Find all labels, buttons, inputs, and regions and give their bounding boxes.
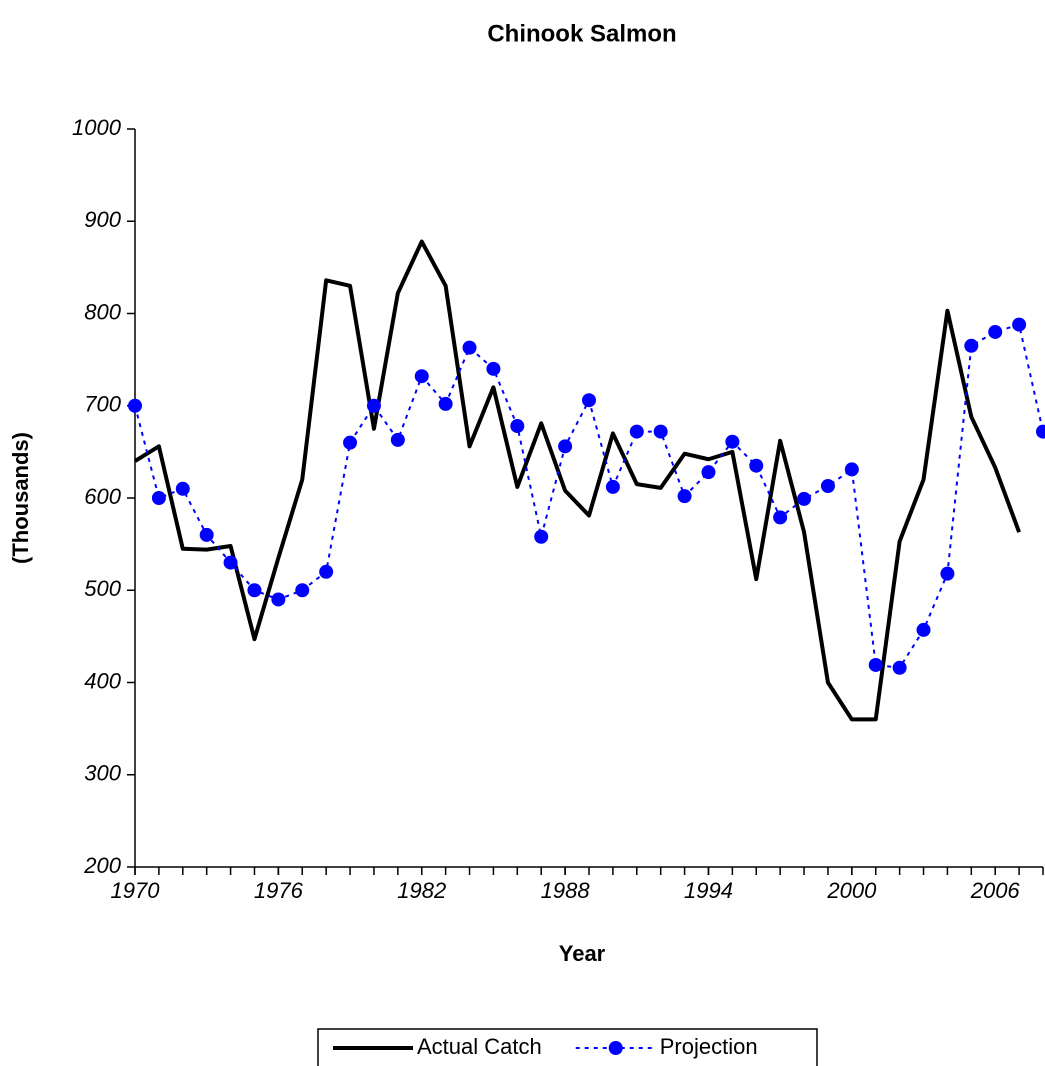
x-tick-label: 1988 xyxy=(541,878,591,903)
legend-marker xyxy=(608,1041,623,1055)
data-point xyxy=(486,361,501,376)
y-tick-label: 800 xyxy=(84,299,121,324)
x-tick-label: 1976 xyxy=(254,878,304,903)
data-point xyxy=(151,491,166,505)
data-point xyxy=(582,393,596,408)
data-point xyxy=(653,424,668,439)
x-tick-label: 1970 xyxy=(111,878,161,903)
data-point xyxy=(1036,424,1045,439)
y-tick-label: 500 xyxy=(84,576,121,601)
data-point xyxy=(295,583,310,598)
data-point xyxy=(916,622,931,637)
y-tick-label: 200 xyxy=(83,853,121,878)
chart-title: Chinook Salmon xyxy=(487,20,676,47)
data-point xyxy=(605,479,620,494)
data-point xyxy=(223,555,238,570)
data-point xyxy=(390,432,405,447)
data-point xyxy=(534,529,549,544)
data-point xyxy=(438,396,453,411)
y-tick-label: 400 xyxy=(84,668,121,693)
y-tick-label: 900 xyxy=(84,207,121,232)
data-point xyxy=(271,592,286,607)
data-point xyxy=(988,324,1003,339)
data-point xyxy=(844,462,859,477)
series-line xyxy=(133,239,1021,722)
data-point xyxy=(128,398,142,413)
x-tick-label: 1982 xyxy=(397,878,446,903)
data-point xyxy=(414,369,429,384)
data-point xyxy=(749,458,764,473)
x-tick-label: 1994 xyxy=(684,878,733,903)
data-point xyxy=(820,479,835,494)
x-tick-label: 2000 xyxy=(826,878,877,903)
data-point xyxy=(1012,317,1027,332)
data-point xyxy=(366,398,381,413)
data-point xyxy=(462,340,477,355)
data-point xyxy=(892,660,907,675)
data-point xyxy=(701,465,716,480)
data-point xyxy=(629,424,644,439)
data-point xyxy=(940,566,955,581)
data-point xyxy=(677,489,692,504)
x-tick-label: 2006 xyxy=(970,878,1021,903)
data-point xyxy=(247,583,262,598)
data-point xyxy=(319,564,334,579)
data-point xyxy=(175,481,190,496)
series-line xyxy=(134,323,1044,669)
x-axis-label: Year xyxy=(559,941,606,966)
y-tick-label: 700 xyxy=(84,392,121,417)
data-point xyxy=(868,657,883,672)
data-point xyxy=(343,435,358,450)
data-point xyxy=(510,419,525,434)
data-point xyxy=(725,434,740,449)
y-tick-label: 600 xyxy=(84,484,121,509)
data-point xyxy=(773,510,788,525)
y-tick-label: 1000 xyxy=(72,115,122,140)
data-point xyxy=(964,338,979,353)
legend-label: Projection xyxy=(660,1034,758,1059)
data-point xyxy=(558,439,573,454)
data-point xyxy=(797,491,812,506)
data-point xyxy=(199,527,214,542)
y-axis-label: (Thousands) xyxy=(8,432,33,564)
legend-label: Actual Catch xyxy=(417,1034,542,1059)
y-tick-label: 300 xyxy=(84,761,121,786)
